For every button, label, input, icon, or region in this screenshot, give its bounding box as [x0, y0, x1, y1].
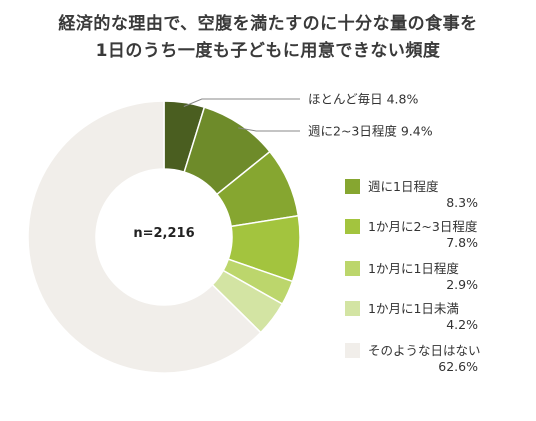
legend-item: 1か月に2~3日程度 7.8% — [345, 216, 530, 256]
legend-item: 1か月に1日程度 2.9% — [345, 258, 530, 298]
callout-line-2 — [238, 127, 300, 132]
legend-swatch — [345, 301, 360, 316]
legend-label: 1か月に1日程度 — [368, 261, 459, 276]
legend-value: 8.3% — [446, 195, 478, 210]
legend-swatch — [345, 343, 360, 358]
legend-swatch — [345, 179, 360, 194]
legend-label: 週に1日程度 — [368, 179, 439, 194]
callout-label-2: 週に2~3日程度 9.4% — [308, 124, 433, 139]
donut-slice-7 — [27, 100, 262, 374]
chart-title-line-2: 1日のうち一度も子どもに用意できない頻度 — [95, 41, 441, 61]
sample-size-label: n=2,216 — [133, 226, 194, 241]
legend-value: 62.6% — [438, 359, 478, 374]
legend-value: 4.2% — [446, 317, 478, 332]
legend-item: そのような日はない 62.6% — [345, 340, 530, 380]
legend-label: そのような日はない — [368, 343, 481, 358]
legend-label: 1か月に1日未満 — [368, 301, 459, 316]
legend-label: 1か月に2~3日程度 — [368, 219, 478, 234]
legend-value: 2.9% — [446, 277, 478, 292]
callout-line-1 — [183, 98, 300, 107]
legend-item: 週に1日程度 8.3% — [345, 176, 530, 216]
legend-item: 1か月に1日未満 4.2% — [345, 298, 530, 338]
legend-swatch — [345, 261, 360, 276]
legend-value: 7.8% — [446, 235, 478, 250]
legend-swatch — [345, 219, 360, 234]
callout-label-1: ほとんど毎日 4.8% — [308, 92, 418, 107]
chart-title-line-1: 経済的な理由で、空腹を満たすのに十分な量の食事を — [58, 14, 478, 34]
